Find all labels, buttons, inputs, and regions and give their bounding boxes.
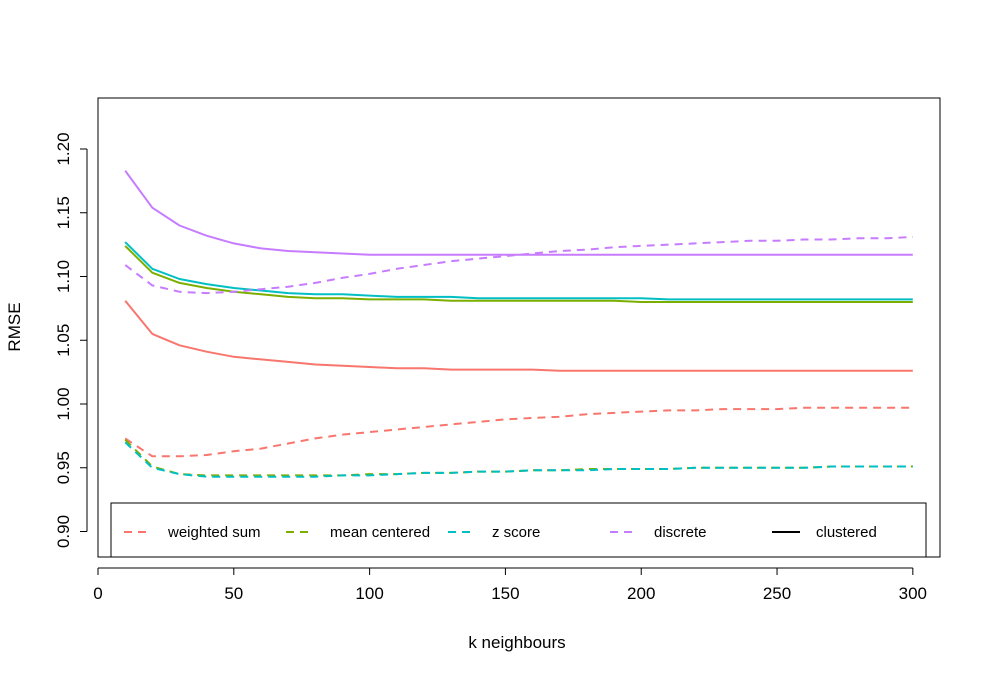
series-line-z-score-solid [124, 241, 913, 301]
x-tick-label: 0 [93, 584, 102, 603]
x-tick-label: 250 [763, 584, 791, 603]
legend-label-weighted-sum: weighted sum [167, 524, 261, 541]
x-tick-label: 100 [355, 584, 383, 603]
x-tick-label: 200 [627, 584, 655, 603]
y-tick-label: 1.00 [54, 387, 73, 420]
y-axis-title: RMSE [5, 302, 24, 351]
legend-label-clustered: clustered [816, 524, 877, 541]
series-line-discrete-solid [124, 170, 913, 256]
y-tick-label: 1.05 [54, 324, 73, 357]
x-tick-label: 50 [224, 584, 243, 603]
legend: weighted sum mean centered z score discrete… [110, 502, 927, 558]
series-line-weighted-sum-solid [124, 300, 913, 372]
series-line-z-score-dashed [124, 441, 913, 478]
y-tick-label: 1.20 [54, 132, 73, 165]
y-axis: 0.90 0.95 1.00 1.05 1.10 1.15 1.20 [54, 132, 88, 548]
series-line-mean-centered-solid [124, 245, 913, 303]
legend-box [110, 502, 927, 558]
y-tick-label: 0.90 [54, 515, 73, 548]
legend-label-z-score: z score [492, 524, 540, 541]
legend-label-discrete: discrete [654, 524, 707, 541]
series-line-weighted-sum-dashed [124, 406, 913, 458]
series-line-mean-centered-dashed [124, 438, 913, 477]
x-axis-title: k neighbours [468, 633, 565, 652]
x-tick-label: 300 [899, 584, 927, 603]
x-axis: 0 50 100 150 200 250 300 [93, 567, 927, 603]
x-tick-label: 150 [491, 584, 519, 603]
y-tick-label: 1.10 [54, 260, 73, 293]
legend-label-mean-centered: mean centered [330, 524, 430, 541]
series-layer [124, 170, 913, 478]
y-tick-label: 1.15 [54, 196, 73, 229]
y-tick-label: 0.95 [54, 451, 73, 484]
